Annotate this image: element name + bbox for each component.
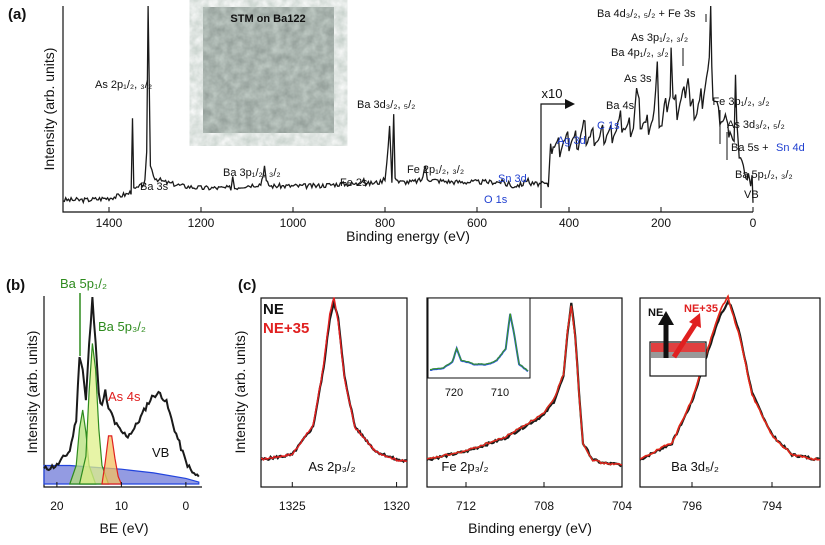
stm-inset-title: STM on Ba122 — [230, 13, 305, 25]
annotation-ba-3d3-2-5-2: Ba 3d₃/₂, ₅/₂ — [357, 99, 415, 111]
panel-b-tick-label: 10 — [115, 499, 129, 513]
legend-ne35: NE+35 — [263, 320, 309, 337]
panel-a-ticks: 1400 1200 1000 800 600 400 200 0 — [96, 207, 757, 230]
annotation-as-3d3-2-5-2: As 3d₃/₂, ₅/₂ — [727, 119, 785, 131]
panel-b-annotation-2: As 4s — [108, 389, 141, 404]
survey-spectrum-line — [62, 5, 754, 205]
x10-marker: x10 — [540, 86, 575, 208]
panel-a: 1400 1200 1000 800 600 400 200 0 Binding energy… — [41, 5, 805, 244]
panel-c-tick-label: 1320 — [383, 499, 410, 513]
panel-b-data-line — [43, 297, 200, 478]
panel-c-ylabel: Intensity (arb. units) — [232, 331, 248, 454]
annotation-as-2p1-2-3-2: As 2p₁/₂, ₃/₂ — [95, 79, 152, 91]
legend-ne: NE — [263, 301, 284, 318]
panel-a-annotations: As 2p₁/₂, ₃/₂ Ba 3s Ba 3p₁/₂, ₃/₂ Fe 2s Ba 3… — [95, 8, 805, 206]
panel-b-ylabel: Intensity (arb. units) — [24, 331, 40, 454]
annotation-ba-5p1-2-3-2: Ba 5p₁/₂, ₃/₂ — [735, 169, 793, 181]
annotation-ba-3p1-2-3-2: Ba 3p₁/₂, ₃/₂ — [223, 167, 281, 179]
annotation-c-1s: C 1s — [597, 120, 620, 132]
panel-b-axes — [43, 296, 202, 488]
fe-inset-line-green — [429, 313, 529, 372]
panel-b-annotation-3: VB — [152, 445, 169, 460]
panel-a-tick-label: 1400 — [96, 216, 123, 230]
annotation-as-3p1-2-3-2: As 3p₁/₂, ₃/₂ — [631, 32, 688, 44]
fe-inset-tick-720: 720 — [445, 387, 463, 399]
panel-b-annotation-1: Ba 5p₃/₂ — [98, 319, 146, 334]
panel-a-tick-label: 1200 — [188, 216, 215, 230]
panel-a-tick-label: 1000 — [280, 216, 307, 230]
panel-b-label: (b) — [6, 277, 25, 294]
panel-b-components — [43, 343, 200, 485]
panel-c-subplot-1: 712 708 704 Fe 2p₃/₂ — [426, 297, 632, 513]
ba-5p32-peak — [78, 343, 110, 485]
annotation-ba-3s: Ba 3s — [140, 181, 169, 193]
panel-c-subplot-2: 796 794 Ba 3d₅/₂ — [639, 294, 821, 513]
panel-b-tick-label: 20 — [50, 499, 64, 513]
fe-inset-tick-710: 710 — [491, 387, 509, 399]
panel-b-annotation-0: Ba 5p₁/₂ — [60, 276, 107, 291]
annotation-ba-4p1-2-3-2: Ba 4p₁/₂, ₃/₂ — [611, 47, 669, 59]
panel-c-xlabel: Binding energy (eV) — [468, 520, 592, 536]
annotation-fe-2p1-2-3-2: Fe 2p₁/₂, ₃/₂ — [407, 164, 464, 176]
panel-b-tick-label: 0 — [183, 499, 190, 513]
stm-inset: STM on Ba122 — [203, 7, 334, 133]
subplot-core-level-label: Fe 2p₃/₂ — [441, 459, 488, 474]
panel-a-tick-label: 0 — [750, 216, 757, 230]
annotation-ag-3d: Ag 3d — [557, 135, 586, 147]
annotation-as-3s: As 3s — [624, 73, 652, 85]
panel-a-label: (a) — [8, 6, 26, 23]
schematic-ne35-label: NE+35 — [684, 303, 718, 315]
panel-c: Binding energy (eV) Intensity (arb. unit… — [232, 294, 821, 536]
panel-c-tick-label: 794 — [762, 499, 782, 513]
ne35-arrowhead — [689, 313, 701, 328]
annotation-fe-2s: Fe 2s — [340, 177, 368, 189]
blue-background — [43, 464, 200, 485]
panel-c-tick-label: 708 — [534, 499, 554, 513]
panel-c-tick-label: 796 — [682, 499, 702, 513]
panel-a-ylabel: Intensity (arb. units) — [41, 48, 57, 171]
panel-c-subplot-0: 1325 1320 As 2p₃/₂ — [260, 297, 410, 513]
ne-arrowhead — [658, 311, 674, 325]
panel-c-tick-label: 704 — [612, 499, 632, 513]
ne35-spectrum-line — [260, 297, 408, 463]
subplot-core-level-label: As 2p₃/₂ — [308, 459, 355, 474]
panel-b-xlabel: BE (eV) — [99, 520, 148, 536]
schematic-ne-label: NE — [648, 307, 663, 319]
panel-c-tick-label: 712 — [456, 499, 476, 513]
ne35-arrow — [671, 321, 699, 359]
panel-a-axes — [62, 6, 753, 213]
ne35-spectrum-line — [640, 294, 821, 461]
panel-a-tick-label: 400 — [559, 216, 579, 230]
stm-image-texture — [203, 7, 334, 133]
panel-a-tick-label: 200 — [651, 216, 671, 230]
annotation-o-1s: O 1s — [484, 194, 508, 206]
annotation-ba-4s: Ba 4s — [606, 100, 635, 112]
panel-a-tick-label: 600 — [467, 216, 487, 230]
panel-a-xlabel: Binding energy (eV) — [346, 228, 470, 244]
annotation-vb: VB — [744, 189, 759, 201]
panel-c-tick-label: 1325 — [279, 499, 306, 513]
fe-wide-inset: 720 710 — [427, 297, 531, 399]
x10-bracket — [540, 103, 565, 208]
annotation-sn-3d: Sn 3d — [498, 173, 527, 185]
subplot-frame — [639, 297, 821, 488]
subplot-core-level-label: Ba 3d₅/₂ — [671, 459, 719, 474]
panel-b-ticks: 20 10 0 — [50, 482, 190, 513]
annotation-ba-5s-: Ba 5s + — [731, 142, 769, 154]
as-4s-peak — [101, 435, 123, 485]
ne35-spectrum-line — [427, 305, 623, 466]
panel-c-subplots: 1325 1320 As 2p₃/₂ 712 708 704 Fe 2p₃/₂ 796 794 B… — [260, 294, 821, 513]
panel-a-tick-label: 800 — [375, 216, 395, 230]
x10-label: x10 — [542, 86, 563, 101]
panel-b-annotations: Ba 5p₁/₂ Ba 5p₃/₂ As 4s VB — [60, 276, 169, 460]
annotation-fe-3p1-2-3-2: Fe 3p₁/₂, ₃/₂ — [712, 96, 769, 108]
x10-arrowhead — [565, 99, 575, 109]
annotation-sn-4d: Sn 4d — [776, 142, 805, 154]
panel-c-label: (c) — [238, 277, 256, 294]
panel-b: 20 10 0 BE (eV) Intensity (arb. units) Ba … — [24, 276, 202, 536]
annotation-ba-4d3-2-5-2-fe-3s: Ba 4d₃/₂, ₅/₂ + Fe 3s — [597, 8, 696, 20]
emission-schematic: NE NE+35 — [648, 303, 718, 377]
